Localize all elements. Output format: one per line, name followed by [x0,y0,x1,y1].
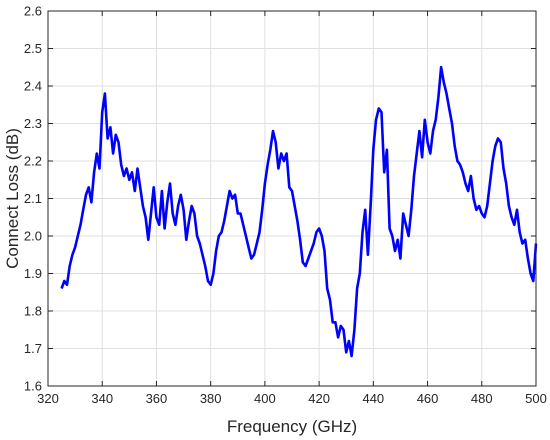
x-axis-label: Frequency (GHz) [227,417,357,436]
x-tick-label: 500 [525,391,547,406]
y-tick-label: 2.0 [24,229,42,244]
y-tick-label: 1.6 [24,379,42,394]
y-tick-label: 2.1 [24,191,42,206]
x-tick-label: 340 [91,391,113,406]
x-tick-label: 480 [471,391,493,406]
y-tick-label: 2.5 [24,41,42,56]
y-tick-label: 2.4 [24,79,42,94]
y-tick-label: 2.6 [24,4,42,19]
grid [47,10,537,387]
y-tick-label: 1.7 [24,341,42,356]
x-tick-label: 360 [146,391,168,406]
series-layer [60,65,538,358]
x-tick-label: 440 [362,391,384,406]
y-tick-label: 2.2 [24,154,42,169]
tick-labels: 320 340 360 380 400 420 440 460 480 500 1.6 1.7 1.8 1… [24,4,547,407]
axis-ticks [47,10,537,387]
x-tick-label: 320 [37,391,59,406]
x-tick-label: 400 [254,391,276,406]
series-line [60,65,538,358]
y-tick-label: 2.3 [24,116,42,131]
x-tick-label: 420 [308,391,330,406]
y-axis-label: Connect Loss (dB) [3,128,22,269]
x-tick-label: 380 [200,391,222,406]
y-tick-label: 1.8 [24,304,42,319]
y-tick-label: 1.9 [24,266,42,281]
x-tick-label: 460 [417,391,439,406]
